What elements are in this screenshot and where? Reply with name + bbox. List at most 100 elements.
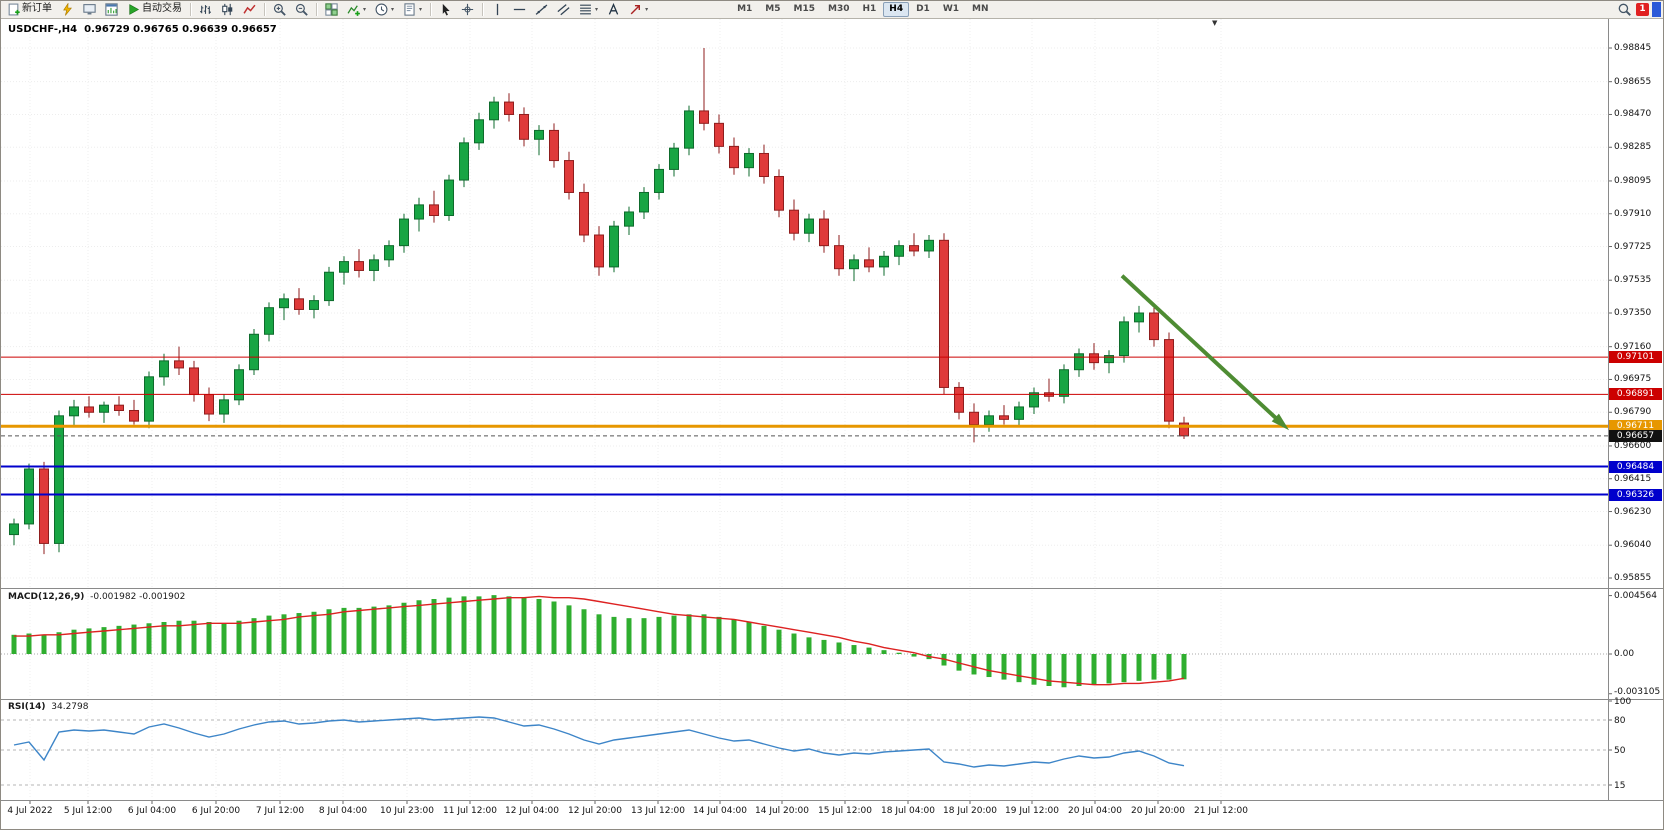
line-icon: [243, 3, 256, 16]
time-axis-label: 13 Jul 12:00: [631, 806, 685, 816]
timeframe-toolbar: M1 M5 M15 M30 H1 H4 D1 W1 MN: [731, 1, 994, 17]
auto-trading-button[interactable]: 自动交易: [123, 0, 186, 18]
price-axis-label: 0.97160: [1614, 341, 1652, 352]
templates-button[interactable]: ▾: [399, 0, 426, 18]
tile-windows-button[interactable]: [321, 0, 342, 18]
candle-body: [294, 298, 304, 310]
bar-chart-mode-button[interactable]: [195, 0, 216, 18]
crosshair-icon: [461, 3, 474, 16]
tline-icon: [535, 3, 548, 16]
price-axis[interactable]: 0.98845 0.98655 0.98470 0.98285 0.98095 0.979…: [1608, 18, 1664, 800]
macd-axis-label: 0.00: [1614, 649, 1635, 659]
crosshair-button[interactable]: [457, 0, 478, 18]
candle-body: [954, 386, 964, 413]
rsi-axis-label: 80: [1614, 716, 1626, 726]
timeframe-mn[interactable]: MN: [972, 3, 989, 14]
zoom-out-icon: [295, 3, 308, 16]
corner-indicator: [1652, 1, 1661, 17]
candle-body: [969, 411, 979, 426]
periods-button[interactable]: ▾: [371, 0, 398, 18]
macd-axis-label: -0.003105: [1614, 687, 1661, 697]
horizontal-line-button[interactable]: [509, 0, 530, 18]
new-order-button[interactable]: 新订单: [3, 0, 56, 18]
candle-body: [1089, 353, 1099, 364]
timeframe-w1[interactable]: W1: [942, 3, 960, 14]
price-axis-label: 0.97910: [1614, 208, 1652, 219]
vertical-line-button[interactable]: [487, 0, 508, 18]
channel-button[interactable]: [553, 0, 574, 18]
search-button[interactable]: [1614, 0, 1635, 18]
timeframe-h4[interactable]: H4: [883, 1, 910, 17]
candle-body: [84, 406, 94, 413]
candle-body: [369, 259, 379, 271]
cursor-button[interactable]: [435, 0, 456, 18]
zoom-out-button[interactable]: [291, 0, 312, 18]
candle-body: [759, 152, 769, 178]
candlestick-mode-button[interactable]: [217, 0, 238, 18]
market-watch-button[interactable]: [101, 0, 122, 18]
timeframe-m30[interactable]: M30: [828, 3, 850, 14]
line-chart-mode-button[interactable]: [239, 0, 260, 18]
candle-body: [609, 225, 619, 268]
timeframe-m15[interactable]: M15: [793, 3, 815, 14]
time-axis-label: 6 Jul 20:00: [191, 806, 241, 816]
candles-icon: [221, 3, 234, 16]
price-axis-label: 0.96040: [1614, 540, 1652, 551]
profiles-button[interactable]: [79, 0, 100, 18]
candle-body: [789, 209, 799, 234]
current-price-badge: 0.96657: [1609, 429, 1662, 442]
candle-body: [249, 333, 259, 371]
grid-icon: [325, 2, 338, 16]
time-axis-label: 6 Jul 04:00: [127, 806, 177, 816]
text-button[interactable]: [603, 0, 624, 18]
time-axis-label: 21 Jul 12:00: [1194, 806, 1248, 816]
candle-body: [54, 415, 64, 544]
time-axis-label: 20 Jul 20:00: [1131, 806, 1185, 816]
hline-price-badge: 0.97101: [1609, 351, 1662, 364]
price-axis-label: 0.98845: [1614, 43, 1652, 53]
notification-badge[interactable]: 1: [1636, 2, 1649, 16]
cursor-icon: [439, 3, 452, 16]
timeframe-d1[interactable]: D1: [916, 3, 930, 14]
candle-body: [714, 122, 724, 147]
arrows-button[interactable]: ▾: [625, 0, 652, 18]
time-axis-label: 12 Jul 04:00: [505, 806, 559, 816]
candle-body: [1104, 355, 1114, 364]
fibonacci-button[interactable]: ▾: [575, 0, 602, 18]
candle-body: [204, 394, 214, 415]
timeframe-m5[interactable]: M5: [765, 3, 781, 14]
candle-body: [984, 415, 994, 426]
timeframe-h1[interactable]: H1: [862, 3, 877, 14]
candle-body: [654, 168, 664, 193]
timeframe-m1[interactable]: M1: [737, 3, 753, 14]
price-axis-label: 0.98470: [1614, 109, 1652, 120]
candle-body: [534, 129, 544, 140]
candle-body: [624, 211, 634, 227]
candle-body: [864, 259, 874, 268]
trend-arrow[interactable]: [1120, 274, 1286, 428]
lightning-icon: [61, 2, 74, 16]
dropdown-caret-icon: ▾: [645, 5, 649, 13]
macd-label: MACD(12,26,9) -0.001982 -0.001902: [8, 592, 185, 602]
candle-body: [189, 367, 199, 396]
rsi-label: RSI(14) 34.2798: [8, 702, 88, 712]
chart-wizard-button[interactable]: [57, 0, 78, 18]
candle-body: [939, 239, 949, 388]
candle-body: [879, 255, 889, 268]
new-order-button-label: 新订单: [22, 3, 52, 14]
price-axis-label: 0.96790: [1614, 407, 1652, 418]
candle-body: [384, 245, 394, 261]
time-axis[interactable]: 4 Jul 2022 5 Jul 12:00 6 Jul 04:00 6 Jul 20…: [0, 800, 1608, 830]
zoom-in-button[interactable]: [269, 0, 290, 18]
hline-icon: [513, 3, 526, 16]
monitor-icon: [83, 3, 96, 16]
rsi-name: RSI(14): [8, 702, 46, 712]
trendline-button[interactable]: [531, 0, 552, 18]
indicators-button[interactable]: ▾: [343, 0, 370, 18]
candle-body: [159, 360, 169, 378]
candle-body: [819, 218, 829, 247]
candle-body: [39, 468, 49, 544]
candle-body: [279, 298, 289, 309]
toolbar-separator: [430, 2, 432, 16]
